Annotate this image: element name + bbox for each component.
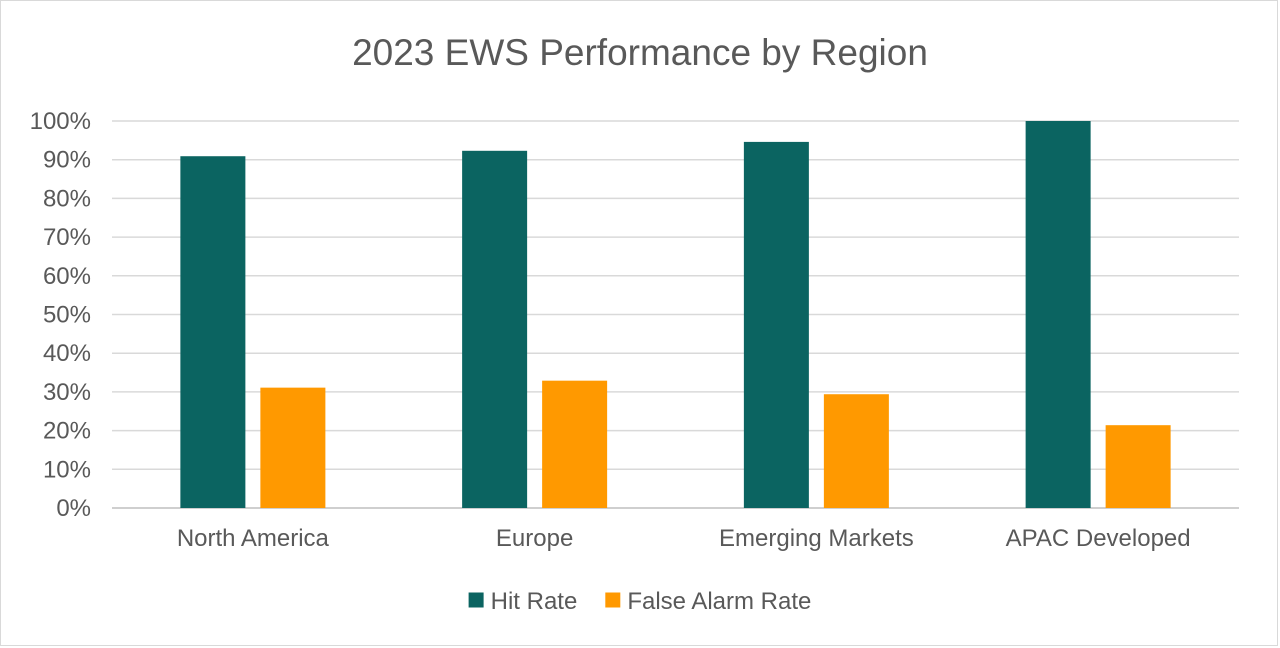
legend-label: False Alarm Rate [627,588,811,615]
y-tick-label: 100% [30,108,91,135]
x-tick-label: North America [177,525,330,552]
legend: Hit Rate False Alarm Rate [468,588,811,615]
legend-swatch [468,592,484,608]
y-tick-label: 30% [43,379,91,406]
y-tick-label: 10% [43,456,91,483]
y-axis-ticks: 0% 10% 20% 30% 40% 50% 60% 70% 80% 90% 100% [30,108,91,522]
y-tick-label: 40% [43,340,91,367]
x-axis-ticks: North America Europe Emerging Markets APAC … [177,525,1191,552]
bar-false-alarm-rate-apac-developed [1105,425,1171,508]
legend-label: Hit Rate [491,588,578,615]
y-tick-label: 60% [43,263,91,290]
bar-hit-rate-europe [462,150,528,508]
y-tick-label: 0% [56,495,91,522]
x-tick-label: APAC Developed [1006,525,1191,552]
legend-swatch [605,592,621,608]
legend-item-hit-rate: Hit Rate [468,588,578,615]
legend-item-false-alarm-rate: False Alarm Rate [605,588,811,615]
bar-false-alarm-rate-north-america [260,387,326,508]
bar-hit-rate-emerging-markets [743,141,809,508]
y-tick-label: 80% [43,185,91,212]
y-tick-label: 20% [43,418,91,445]
y-tick-label: 70% [43,224,91,251]
chart-title: 2023 EWS Performance by Region [352,32,928,73]
x-tick-label: Europe [496,525,573,552]
y-tick-label: 90% [43,147,91,174]
y-tick-label: 50% [43,302,91,329]
bar-hit-rate-north-america [180,156,246,509]
x-tick-label: Emerging Markets [719,525,914,552]
bar-false-alarm-rate-europe [542,380,608,508]
bar-false-alarm-rate-emerging-markets [823,394,889,508]
bars [180,121,1171,509]
bar-hit-rate-apac-developed [1025,121,1091,508]
